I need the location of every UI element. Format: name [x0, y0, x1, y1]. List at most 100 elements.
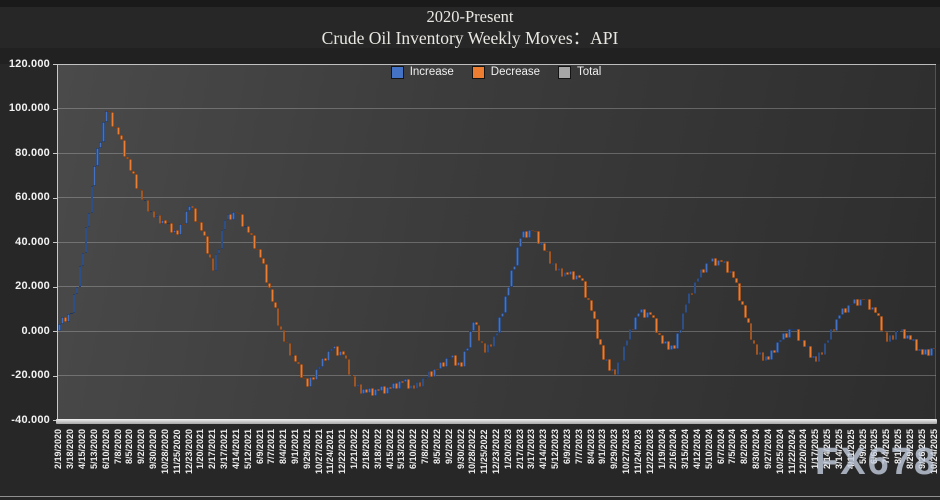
waterfall-bar-decrease	[590, 300, 593, 311]
waterfall-bar-decrease	[856, 298, 859, 306]
waterfall-bar-increase	[522, 231, 525, 238]
waterfall-bar-decrease	[885, 332, 889, 343]
waterfall-bar-increase	[604, 359, 608, 361]
x-axis-label: 12/22/2023	[644, 429, 655, 475]
y-axis-tick	[53, 286, 57, 288]
waterfall-bar-increase	[96, 147, 100, 167]
waterfall-bar-decrease	[732, 271, 735, 278]
x-axis-label: 5/12/2021	[242, 429, 253, 470]
waterfall-bar-decrease	[442, 361, 445, 367]
waterfall-bar-decrease	[554, 263, 558, 271]
x-axis-label: 12/23/2022	[491, 429, 501, 475]
waterfall-bar-decrease	[196, 222, 200, 224]
waterfall-bar-decrease	[737, 283, 741, 302]
gridline	[58, 152, 936, 154]
waterfall-bar-increase	[711, 257, 715, 262]
gridline	[58, 197, 936, 198]
waterfall-bar-increase	[93, 166, 97, 186]
x-axis-label: 8/5/2022	[431, 429, 442, 465]
gridline	[58, 286, 936, 287]
legend-label: Decrease	[490, 66, 541, 78]
waterfall-bar-increase	[244, 225, 247, 227]
waterfall-bar-decrease	[720, 259, 723, 262]
waterfall-bar-increase	[386, 386, 389, 394]
waterfall-bar-increase	[60, 317, 64, 325]
waterfall-bar-increase	[859, 298, 862, 306]
waterfall-bar-decrease	[238, 213, 242, 215]
y-axis-tick	[53, 331, 57, 332]
waterfall-bar-increase	[764, 356, 768, 362]
x-axis-label: 5/10/2024	[703, 429, 714, 470]
waterfall-bar-decrease	[749, 322, 753, 341]
waterfall-bar-decrease	[525, 231, 528, 238]
waterfall-bar-decrease	[808, 346, 812, 358]
waterfall-bar-decrease	[63, 317, 67, 323]
waterfall-bar-decrease	[702, 269, 706, 274]
waterfall-bar-decrease	[158, 214, 162, 225]
waterfall-bar-increase	[519, 237, 522, 248]
waterfall-bar-decrease	[862, 298, 865, 300]
x-axis-label: 2/18/2022	[360, 429, 371, 470]
waterfall-bar-decrease	[743, 305, 747, 318]
waterfall-bar-decrease	[371, 388, 375, 396]
waterfall-bar-decrease	[117, 126, 120, 136]
waterfall-bar-decrease	[247, 225, 250, 234]
waterfall-bar-decrease	[430, 371, 434, 377]
x-axis-label: 2/17/2021	[207, 429, 218, 470]
x-axis-label: 10/25/2024	[774, 429, 785, 475]
x-axis-label: 3/18/2020	[65, 429, 76, 470]
waterfall-bar-decrease	[306, 378, 310, 387]
waterfall-bar-increase	[870, 307, 874, 311]
y-axis-label: 0.000	[21, 324, 50, 337]
waterfall-bar-decrease	[480, 341, 484, 343]
waterfall-bar-increase	[81, 253, 85, 266]
waterfall-bar-increase	[424, 377, 428, 379]
waterfall-bar-decrease	[572, 271, 576, 281]
waterfall-bar-decrease	[344, 355, 348, 359]
x-axis-label: 5/13/2022	[396, 429, 407, 470]
x-axis-label: 4/14/2023	[538, 429, 549, 470]
waterfall-bar-decrease	[477, 325, 481, 342]
waterfall-bar-increase	[465, 347, 469, 352]
waterfall-bar-increase	[368, 388, 372, 394]
waterfall-bar-decrease	[202, 230, 206, 237]
waterfall-bar-decrease	[297, 362, 301, 364]
waterfall-bar-decrease	[383, 386, 386, 394]
waterfall-bar-increase	[788, 329, 791, 338]
waterfall-bar-increase	[794, 328, 797, 330]
waterfall-bar-decrease	[279, 325, 283, 330]
x-axis-label: 11/25/2020	[171, 429, 182, 474]
waterfall-bar-decrease	[593, 310, 596, 319]
waterfall-bar-increase	[374, 389, 378, 396]
x-axis-label: 10/28/2022	[467, 429, 478, 475]
waterfall-bar-decrease	[182, 223, 185, 225]
waterfall-bar-decrease	[259, 249, 262, 258]
waterfall-bar-decrease	[879, 315, 883, 332]
waterfall-bar-increase	[551, 263, 555, 265]
waterfall-bar-decrease	[566, 271, 570, 276]
waterfall-bar-increase	[539, 243, 543, 245]
waterfall-bar-decrease	[601, 345, 605, 360]
waterfall-bar-decrease	[276, 307, 280, 326]
x-axis-label: 3/15/2024	[680, 429, 691, 470]
waterfall-bar-decrease	[253, 234, 256, 249]
waterfall-bar-increase	[693, 281, 697, 295]
waterfall-bar-decrease	[927, 349, 930, 356]
y-axis-tick	[53, 375, 57, 377]
waterfall-bar-increase	[188, 206, 191, 212]
waterfall-bar-decrease	[533, 230, 537, 233]
waterfall-bar-increase	[223, 219, 227, 231]
waterfall-bar-increase	[791, 328, 794, 330]
waterfall-bar-decrease	[436, 368, 440, 370]
x-axis-label: 1/21/2022	[349, 429, 360, 470]
waterfall-bar-increase	[498, 317, 502, 334]
waterfall-bar-decrease	[152, 210, 156, 218]
waterfall-bar-decrease	[933, 348, 936, 350]
legend-item-decrease: Decrease	[471, 65, 541, 79]
gridline	[58, 375, 936, 376]
x-axis-label: 11/22/2024	[786, 429, 797, 474]
waterfall-bar-decrease	[740, 301, 744, 306]
y-axis-label: 60.000	[15, 191, 50, 203]
waterfall-bar-increase	[409, 384, 413, 390]
